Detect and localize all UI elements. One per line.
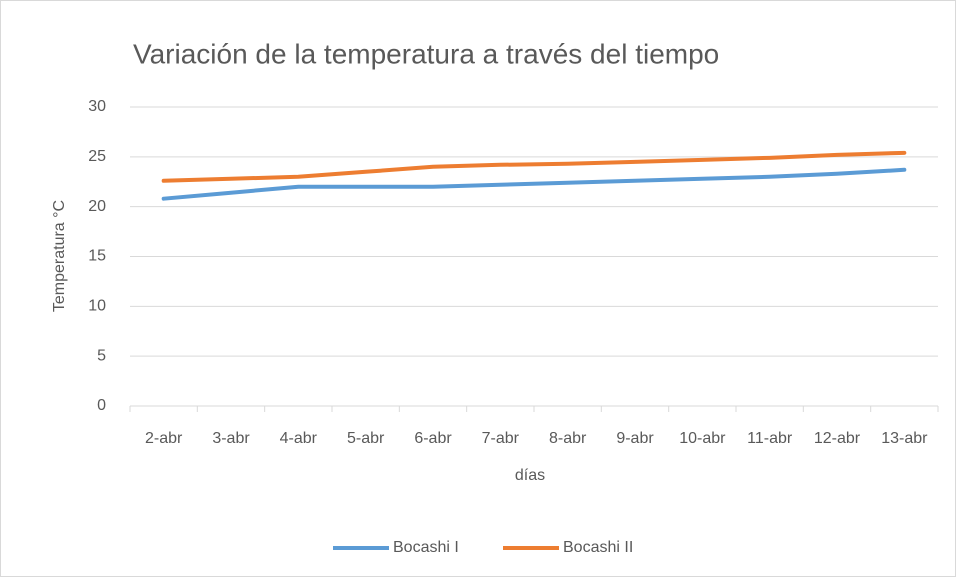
x-tick-label: 2-abr — [145, 430, 183, 447]
legend-label: Bocashi I — [393, 539, 459, 556]
y-axis-label: Temperatura °C — [51, 200, 68, 312]
x-tick-label: 7-abr — [482, 430, 520, 447]
legend-label: Bocashi II — [563, 539, 633, 556]
x-tick-label: 13-abr — [881, 430, 928, 447]
y-tick-label: 10 — [88, 298, 106, 315]
x-tick-label: 9-abr — [616, 430, 654, 447]
x-tick-label: 3-abr — [212, 430, 250, 447]
x-tick-label: 11-abr — [747, 430, 793, 447]
x-tick-label: 12-abr — [814, 430, 861, 447]
y-tick-label: 25 — [88, 148, 106, 165]
x-tick-label: 5-abr — [347, 430, 385, 447]
x-axis-label: días — [515, 467, 545, 484]
chart-title: Variación de la temperatura a través del… — [133, 38, 719, 69]
x-tick-label: 6-abr — [414, 430, 452, 447]
y-tick-label: 0 — [97, 397, 106, 414]
y-tick-label: 5 — [97, 347, 106, 364]
x-tick-label: 4-abr — [280, 430, 318, 447]
data-line — [161, 150, 907, 183]
y-tick-label: 15 — [88, 248, 106, 265]
x-tick-label: 8-abr — [549, 430, 587, 447]
x-tick-label: 10-abr — [679, 430, 726, 447]
data-line — [161, 167, 907, 201]
y-tick-label: 30 — [88, 98, 106, 115]
y-tick-label: 20 — [88, 198, 106, 215]
